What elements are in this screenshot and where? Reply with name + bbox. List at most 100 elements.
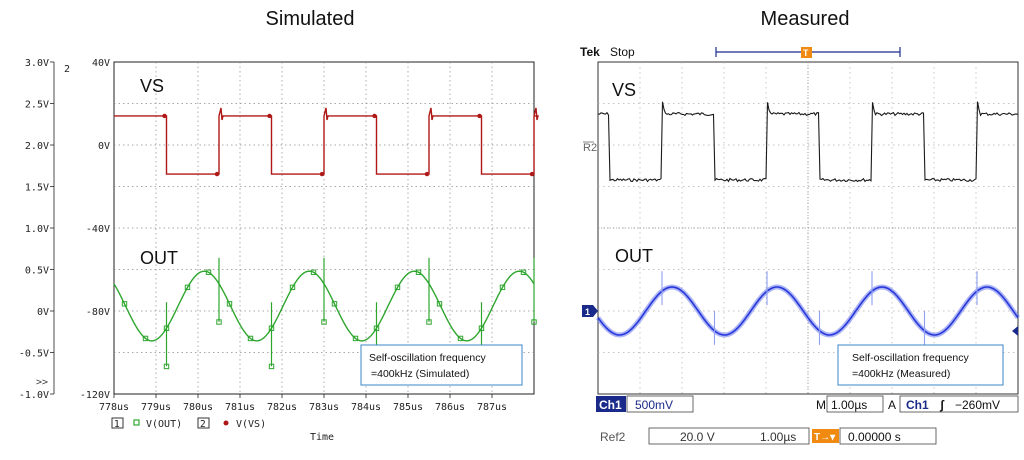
sim-x-tick-label: 781us: [225, 402, 255, 413]
out-data-marker: [184, 284, 191, 291]
out-data-marker: [394, 284, 401, 291]
legend-index-out: 1: [114, 419, 120, 430]
sim-annotation-line1: Self-oscillation frequency: [369, 352, 486, 364]
sim-legend: 1 V(OUT) 2 V(VS): [111, 417, 266, 430]
sim-x-tick-label: 780us: [183, 402, 213, 413]
scope-trigger-level: −260mV: [955, 398, 1000, 412]
out-data-marker: [415, 269, 422, 275]
scope-ch1-scale: 500mV: [635, 398, 673, 412]
sim-right-tick-label: -120V: [80, 390, 110, 401]
out-data-marker: [426, 319, 432, 325]
scope-grid: [598, 62, 1018, 394]
out-data-marker: [268, 325, 275, 331]
out-data-marker: [436, 301, 443, 307]
vs-data-marker: [267, 113, 272, 119]
meas-vs-trace: [597, 101, 1019, 183]
sim-left-axis-label: 2: [64, 64, 70, 75]
scope-position-value: 0.00000 s: [848, 430, 901, 444]
out-data-marker: [352, 335, 359, 342]
scope-status: Stop: [610, 45, 635, 59]
vs-data-marker: [162, 113, 167, 119]
out-data-marker: [226, 301, 233, 307]
meas-label-vs: VS: [612, 80, 636, 100]
meas-annotation-line1: Self-oscillation frequency: [852, 352, 969, 364]
sim-x-tick-label: 787us: [477, 402, 507, 413]
out-data-marker: [121, 301, 128, 307]
sim-left-tick-label: 1.5V: [25, 183, 49, 194]
out-data-marker: [478, 325, 485, 331]
scope-horizontal-position: T→▾ 0.00000 s: [812, 427, 937, 445]
scope-timebase: 1.00µs: [831, 398, 867, 412]
out-data-marker: [247, 335, 254, 342]
sim-vs-trace: [114, 107, 539, 175]
sim-x-tick-label: 778us: [99, 402, 129, 413]
measured-title: Measured: [760, 8, 850, 30]
sim-right-tick-label: -80V: [86, 307, 110, 318]
meas-out-spikes: [661, 271, 978, 345]
sim-right-tick-label: -40V: [86, 224, 110, 235]
out-data-marker: [331, 301, 338, 307]
sim-right-axis: 40V 0V -40V -80V -120V: [80, 58, 110, 401]
out-data-marker: [457, 335, 464, 342]
out-data-marker: [531, 319, 537, 325]
meas-annotation-box: Self-oscillation frequency =400kHz (Meas…: [837, 344, 1004, 386]
vs-data-marker: [214, 171, 220, 177]
out-data-marker: [520, 269, 527, 275]
sim-x-axis: 778us 779us 780us 781us 782us 783us 784us 785us…: [99, 394, 507, 413]
out-data-marker: [216, 319, 222, 325]
meas-label-out: OUT: [615, 246, 653, 266]
scope-trigger-channel: Ch1: [906, 398, 929, 412]
sim-left-tick-label: 0.5V: [25, 266, 49, 277]
vs-data-marker: [424, 171, 430, 177]
scope-trigger-readout: A Ch1 ʃ −260mV: [888, 395, 1019, 413]
out-data-marker: [289, 284, 296, 291]
scope-ref-time: 1.00µs: [760, 430, 796, 444]
sim-annotation-line2: =400kHz (Simulated): [371, 368, 469, 380]
sim-x-tick-label: 786us: [435, 402, 465, 413]
vs-data-marker: [529, 171, 535, 177]
svg-text:1: 1: [585, 307, 590, 317]
simulated-chart: 3.0V 2.5V 2.0V 1.5V 1.0V 0.5V 0V -0.5V -1.0V 40V…: [19, 58, 539, 443]
out-data-marker: [321, 319, 327, 325]
sim-x-tick-label: 779us: [141, 402, 171, 413]
out-data-marker: [163, 325, 170, 331]
scope-ch1-label: Ch1: [599, 398, 622, 412]
scope-timebase-readout: M 1.00µs: [816, 395, 884, 413]
vs-data-marker: [319, 171, 325, 177]
sim-x-tick-label: 785us: [393, 402, 423, 413]
scope-ref-scale: 20.0 V: [680, 430, 715, 444]
svg-text:T: T: [803, 48, 809, 58]
sim-label-out: OUT: [140, 248, 178, 268]
out-data-marker: [163, 363, 170, 370]
sim-left-axis-marker: >>: [36, 377, 48, 388]
vs-data-marker: [372, 113, 377, 119]
vs-data-marker: [477, 113, 482, 119]
scope-timebase-prefix: M: [816, 398, 826, 412]
legend-marker-vs: [223, 420, 229, 426]
sim-label-vs: VS: [140, 76, 164, 96]
scope-ch1-readout: Ch1 500mV: [596, 395, 694, 413]
sim-left-tick-label: 1.0V: [25, 224, 49, 235]
out-data-marker: [205, 269, 212, 275]
sim-left-tick-label: -0.5V: [19, 349, 49, 360]
sim-x-tick-label: 784us: [351, 402, 381, 413]
sim-left-tick-label: 0V: [37, 307, 49, 318]
scope-trigger-prefix: A: [888, 398, 896, 412]
scope-ref-marker: R2: [583, 142, 597, 154]
sim-left-tick-label: 3.0V: [25, 58, 49, 69]
legend-marker-out: [133, 419, 140, 426]
sim-right-tick-label: 40V: [92, 58, 110, 69]
sim-left-tick-label: 2.0V: [25, 141, 49, 152]
legend-label-out: V(OUT): [146, 419, 182, 430]
scope-trigger-level-marker: [1012, 326, 1018, 336]
out-data-marker: [310, 269, 317, 275]
legend-label-vs: V(VS): [236, 419, 266, 430]
out-data-marker: [499, 284, 506, 291]
scope-brand: Tek: [580, 45, 600, 59]
out-data-marker: [268, 363, 275, 370]
sim-left-tick-label: 2.5V: [25, 100, 49, 111]
scope-trigger-slope: ʃ: [939, 398, 945, 412]
scope-ch1-marker: 1: [582, 305, 598, 317]
sim-left-axis: 3.0V 2.5V 2.0V 1.5V 1.0V 0.5V 0V -0.5V -1.0V: [19, 58, 55, 401]
scope-ref-label: Ref2: [600, 430, 626, 444]
